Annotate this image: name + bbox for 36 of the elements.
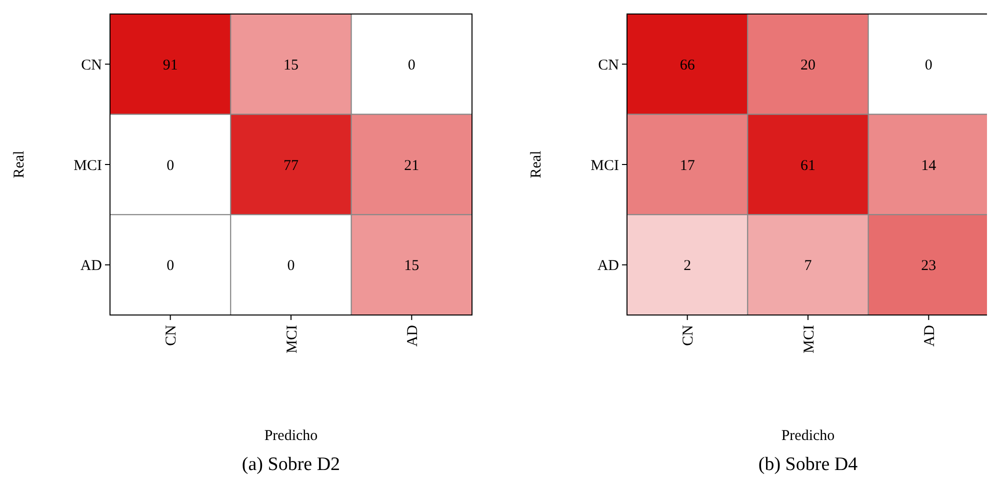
- data-label: 20: [800, 57, 816, 74]
- y-tick-label: CN: [598, 57, 620, 74]
- x-tick-label: AD: [404, 324, 421, 347]
- data-label: 23: [921, 258, 936, 274]
- y-tick-label: AD: [597, 258, 620, 274]
- data-label: 17: [680, 158, 696, 174]
- x-tick-label: MCI: [801, 325, 818, 354]
- x-tick-label: CN: [680, 324, 697, 346]
- data-label: 0: [166, 258, 174, 274]
- y-tick-label: MCI: [590, 158, 619, 174]
- x-tick-label: AD: [922, 324, 938, 347]
- y-tick-label: MCI: [74, 158, 102, 174]
- data-label: 21: [404, 158, 420, 174]
- x-axis-title: Predicho: [781, 428, 835, 444]
- y-axis-title: Real: [11, 150, 28, 178]
- data-label: 0: [924, 57, 932, 74]
- x-tick-label: MCI: [284, 325, 300, 354]
- data-label: 15: [284, 57, 298, 74]
- data-label: 14: [921, 158, 937, 174]
- data-label: 91: [162, 57, 178, 74]
- x-axis-title: Predicho: [264, 428, 318, 444]
- data-label: 77: [284, 158, 299, 174]
- y-tick-label: CN: [81, 57, 102, 74]
- data-label: 7: [804, 258, 812, 274]
- data-label: 0: [166, 158, 174, 174]
- data-label: 61: [800, 158, 816, 174]
- text: (a) Sobre D2: [242, 454, 340, 475]
- text: (b) Sobre D4: [758, 454, 858, 475]
- x-tick-label: CN: [164, 324, 180, 346]
- y-tick-label: AD: [80, 258, 102, 274]
- data-label: 0: [408, 57, 416, 74]
- data-label: 0: [287, 258, 295, 274]
- data-label: 66: [680, 57, 696, 74]
- y-axis-title: Real: [528, 150, 544, 178]
- data-label: 2: [684, 258, 692, 274]
- data-label: 15: [404, 258, 420, 274]
